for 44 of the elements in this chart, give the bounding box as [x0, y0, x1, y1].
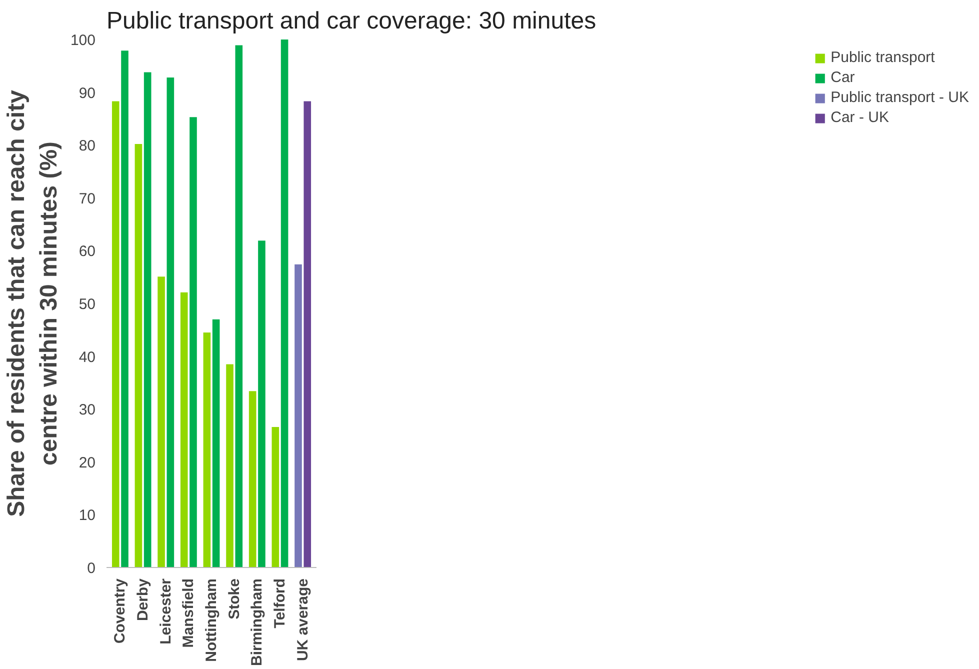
bar	[248, 391, 256, 568]
y-tick-label: 100	[70, 32, 96, 49]
y-tick-label: 20	[78, 454, 96, 472]
bar	[212, 319, 220, 568]
y-tick-label: 50	[78, 296, 96, 313]
legend-label: Public transport	[830, 49, 935, 66]
y-tick-label: 0	[87, 560, 96, 577]
bar	[235, 45, 243, 568]
bar	[258, 240, 266, 568]
y-tick-label: 90	[78, 84, 96, 102]
legend-label: Car	[830, 69, 855, 86]
x-tick-label: Telford	[271, 578, 288, 628]
bar	[134, 144, 142, 568]
x-tick-label: Stoke	[226, 578, 243, 620]
chart-title: Public transport and car coverage: 30 minutes	[106, 8, 596, 34]
bar	[112, 101, 120, 568]
y-axis-title: Share of residents that can reach city centre within 30 minutes (%)	[3, 89, 62, 517]
bar	[166, 78, 174, 568]
bar	[144, 72, 152, 568]
x-tick-label: Leicester	[157, 578, 174, 644]
y-tick-label: 80	[78, 138, 96, 155]
legend-label: Car - UK	[830, 109, 889, 126]
legend-label: Public transport - UK	[830, 89, 969, 106]
bar	[304, 101, 312, 568]
x-tick-label: Coventry	[112, 578, 129, 644]
bar	[121, 50, 128, 568]
y-tick-label: 60	[78, 243, 96, 260]
y-tick-label: 10	[78, 507, 96, 524]
y-tick-label: 70	[78, 190, 96, 208]
x-tick-label: Birmingham	[248, 578, 266, 666]
bar	[294, 264, 302, 568]
x-tick-label: Mansfield	[180, 578, 198, 648]
bar	[158, 276, 165, 568]
bar	[280, 40, 288, 568]
bar	[190, 117, 197, 568]
x-tick-label: Nottingham	[203, 578, 220, 662]
y-tick-label: 30	[78, 402, 96, 419]
bar	[226, 364, 234, 568]
bar	[272, 427, 280, 568]
bar	[180, 292, 188, 568]
x-tick-label: Derby	[134, 578, 152, 622]
bar	[203, 332, 211, 568]
y-tick-label: 40	[78, 348, 96, 366]
x-tick-label: UK average	[294, 578, 312, 662]
